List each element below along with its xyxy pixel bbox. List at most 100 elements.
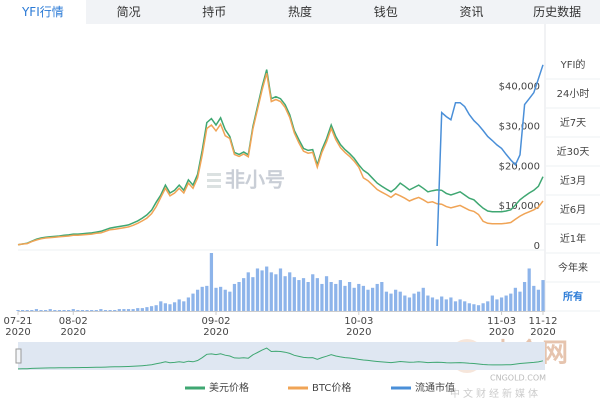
volume-bar — [67, 310, 71, 311]
tab[interactable]: YFI行情 — [0, 0, 86, 24]
volume-bar — [246, 272, 250, 311]
volume-bar — [16, 310, 20, 311]
y-tick-label: $30,000 — [499, 122, 540, 133]
volume-bar — [113, 310, 117, 311]
volume-bar — [214, 287, 218, 311]
range-button[interactable] — [546, 109, 600, 137]
x-tick-year: 2020 — [489, 327, 514, 338]
volume-bar — [131, 309, 135, 311]
volume-bar — [292, 277, 296, 311]
range-button-label: 近7天 — [560, 116, 586, 129]
volume-bar — [357, 283, 361, 311]
volume-bar — [57, 310, 62, 311]
y-tick-label: $40,000 — [499, 82, 540, 93]
volume-bar — [223, 289, 227, 311]
tab[interactable]: 简况 — [116, 5, 141, 19]
volume-bar — [200, 286, 204, 311]
x-tick-year: 2020 — [61, 327, 86, 338]
volume-bar — [205, 285, 209, 311]
range-button[interactable] — [546, 254, 600, 282]
volume-bar — [430, 297, 435, 311]
volume-bar — [426, 295, 430, 311]
range-button-label: 今年来 — [558, 261, 588, 274]
navigator — [18, 342, 545, 370]
volume-bar — [140, 308, 144, 311]
volume-bar — [403, 295, 407, 311]
volume-bar — [306, 282, 310, 311]
volume-bar — [527, 268, 531, 311]
range-button[interactable] — [546, 196, 600, 224]
volume-bar — [343, 285, 347, 311]
volume-bar — [172, 302, 177, 311]
range-button[interactable] — [546, 167, 600, 195]
volume-bar — [122, 309, 126, 311]
volume-bar — [334, 283, 338, 311]
volume-bar — [62, 310, 66, 311]
volume-bar — [39, 310, 43, 311]
range-button[interactable] — [546, 225, 600, 253]
tab[interactable]: 历史数据 — [533, 5, 582, 19]
volume-bar — [145, 307, 149, 311]
volume-bar — [472, 304, 476, 311]
range-button[interactable] — [546, 80, 600, 108]
volume-bar — [352, 287, 356, 311]
watermark: 非小号 — [225, 168, 285, 192]
series-line — [436, 64, 544, 247]
volume-bar — [435, 299, 439, 311]
volume-bar — [71, 309, 75, 311]
volume-bar — [311, 274, 315, 311]
volume-bar — [541, 280, 545, 311]
volume-bar — [486, 301, 490, 311]
volume-bar — [301, 278, 306, 311]
volume-bar — [347, 282, 352, 311]
volume-bar — [315, 278, 319, 311]
x-tick-label: 11-03 — [487, 316, 516, 327]
series-line — [17, 69, 544, 246]
volume-bar — [159, 301, 163, 311]
volume-bar — [324, 276, 329, 311]
volume-bar — [76, 310, 80, 311]
navigator-handle[interactable] — [15, 348, 22, 364]
volume-bar — [255, 268, 260, 311]
volume-bar — [149, 306, 154, 311]
volume-bar — [329, 282, 333, 311]
volume-bar — [320, 283, 324, 311]
volume-bar — [80, 310, 85, 311]
tab[interactable]: 钱包 — [373, 5, 398, 19]
volume-bar — [269, 272, 273, 311]
volume-bar — [228, 291, 232, 311]
volume-bar — [90, 310, 94, 311]
volume-bar — [30, 310, 34, 311]
volume-bar — [278, 268, 283, 311]
legend-label: 美元价格 — [209, 381, 249, 394]
volume-bar — [20, 310, 25, 311]
tab[interactable]: 热度 — [288, 5, 313, 19]
tab-bar: YFI行情 简况 持币 热度 钱包 资讯 历史数据 — [0, 0, 600, 24]
volume-bar — [25, 310, 29, 311]
x-tick-year: 2020 — [530, 327, 555, 338]
range-button-label: 近3月 — [560, 174, 586, 187]
range-button[interactable] — [546, 138, 600, 166]
range-button-label: YFI的 — [560, 58, 586, 71]
volume-bar — [44, 310, 48, 311]
volume-bar — [232, 283, 237, 311]
range-button[interactable] — [546, 283, 600, 311]
tab[interactable]: 持币 — [202, 5, 227, 19]
volume-bar — [444, 299, 448, 311]
range-button[interactable] — [546, 51, 600, 79]
series-line — [17, 73, 544, 246]
y-tick-label: 0 — [534, 241, 540, 252]
y-tick-label: $20,000 — [499, 161, 540, 172]
volume-bar — [366, 289, 370, 311]
volume-bar — [195, 289, 200, 311]
volume-bar — [154, 305, 158, 311]
volume-bar — [384, 291, 389, 311]
watermark: 中文财经新媒体 — [450, 387, 541, 400]
range-button-label: 近30天 — [557, 145, 590, 158]
x-tick-label: 09-02 — [201, 316, 230, 327]
volume-bar — [297, 280, 301, 311]
volume-bar — [186, 297, 191, 311]
tab[interactable]: 资讯 — [459, 5, 484, 19]
